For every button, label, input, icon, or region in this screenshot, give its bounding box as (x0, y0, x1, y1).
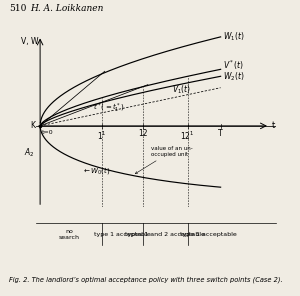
Text: type 1 acceptable: type 1 acceptable (180, 232, 237, 237)
Text: t=0: t=0 (42, 130, 54, 135)
Text: t: t (272, 121, 275, 130)
Text: K: K (30, 121, 35, 130)
Text: $W_1(t)$: $W_1(t)$ (223, 30, 244, 43)
Text: $\leftarrow W_0(t)$: $\leftarrow W_0(t)$ (82, 165, 111, 176)
Text: $W_2(t)$: $W_2(t)$ (223, 70, 244, 83)
Text: $1^1$: $1^1$ (97, 129, 106, 142)
Text: $12^1$: $12^1$ (181, 129, 195, 142)
Text: 510: 510 (9, 4, 26, 13)
Text: H. A. Loikkanen: H. A. Loikkanen (30, 4, 103, 13)
Text: T: T (218, 129, 223, 139)
Text: value of an un-
occupied unit: value of an un- occupied unit (135, 146, 193, 174)
Text: type 1 acceptable: type 1 acceptable (94, 232, 151, 237)
Text: 12: 12 (138, 129, 147, 139)
Text: $t^*(=t_1^*)$: $t^*(=t_1^*)$ (93, 102, 125, 115)
Text: types 1 and 2 acceptable: types 1 and 2 acceptable (125, 232, 205, 237)
Text: no
search: no search (58, 229, 79, 240)
Text: $A_2$: $A_2$ (25, 147, 35, 159)
Text: Fig. 2. The landlord’s optimal acceptance policy with three switch points (Case : Fig. 2. The landlord’s optimal acceptanc… (9, 277, 283, 283)
Text: $V^*(t)$: $V^*(t)$ (223, 59, 244, 73)
Text: $V_1(t)$: $V_1(t)$ (172, 83, 192, 96)
Text: V, W: V, W (21, 37, 38, 46)
